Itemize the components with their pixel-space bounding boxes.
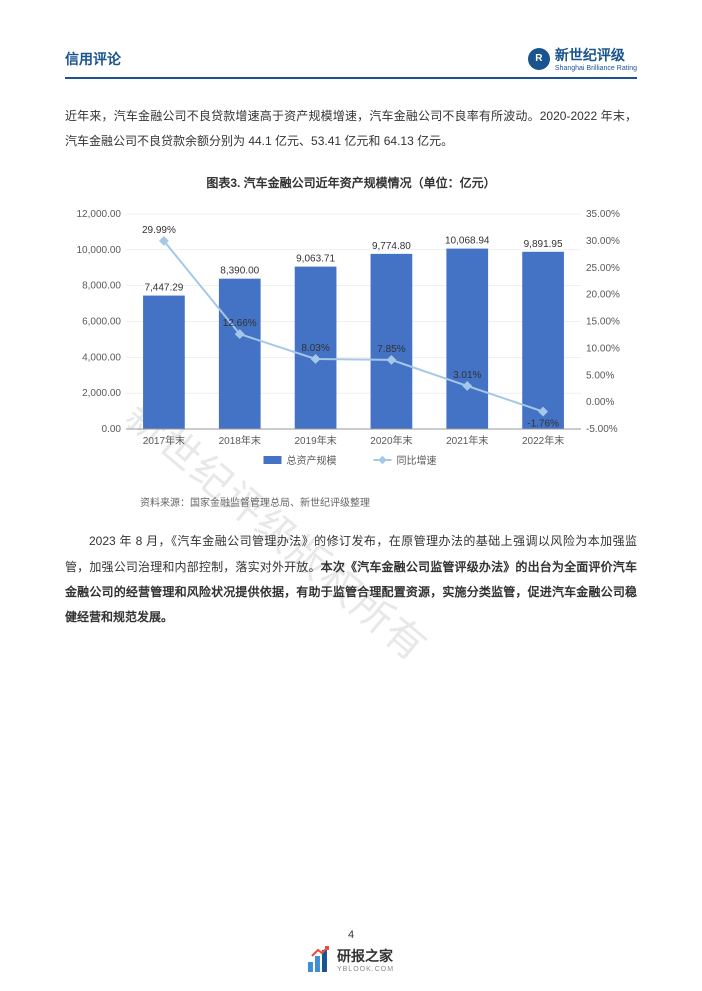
chart-source: 资料来源：国家金融监督管理总局、新世纪评级整理 — [140, 494, 637, 509]
header-divider — [65, 77, 637, 79]
footer-logo-zh: 研报之家 — [337, 946, 394, 966]
svg-text:2018年末: 2018年末 — [219, 434, 261, 447]
svg-text:7.85%: 7.85% — [377, 344, 405, 355]
chart-title: 图表3. 汽车金融公司近年资产规模情况（单位：亿元） — [65, 174, 637, 191]
svg-text:20.00%: 20.00% — [586, 290, 620, 301]
svg-text:8.03%: 8.03% — [301, 343, 329, 354]
chart-svg: 0.00 2,000.00 4,000.00 6,000.00 8,000.00 10,0… — [71, 199, 631, 479]
footer-logo: 研报之家 YBLOOK.COM — [308, 946, 394, 973]
svg-text:2021年末: 2021年末 — [446, 434, 488, 447]
paragraph-1: 近年来，汽车金融公司不良贷款增速高于资产规模增速，汽车金融公司不良率有所波动。2… — [65, 104, 637, 154]
footer-logo-en: YBLOOK.COM — [337, 966, 394, 973]
svg-text:8,000.00: 8,000.00 — [82, 281, 121, 292]
brand-name-zh: 新世纪评级 — [555, 45, 637, 65]
svg-text:10,000.00: 10,000.00 — [77, 245, 122, 256]
header-title: 信用评论 — [65, 49, 121, 69]
page-header: 信用评论 R 新世纪评级 Shanghai Brilliance Rating — [65, 45, 637, 72]
svg-text:30.00%: 30.00% — [586, 236, 620, 247]
paragraph-2: 2023 年 8 月，《汽车金融公司管理办法》的修订发布，在原管理办法的基础上强… — [65, 529, 637, 630]
brand-name-en: Shanghai Brilliance Rating — [555, 65, 637, 72]
svg-text:9,774.80: 9,774.80 — [372, 241, 411, 252]
svg-text:8,390.00: 8,390.00 — [220, 266, 259, 277]
svg-text:2022年末: 2022年末 — [522, 434, 564, 447]
svg-text:2017年末: 2017年末 — [143, 434, 185, 447]
svg-text:12.66%: 12.66% — [223, 318, 257, 329]
svg-text:35.00%: 35.00% — [586, 209, 620, 220]
svg-text:5.00%: 5.00% — [586, 371, 614, 382]
svg-text:25.00%: 25.00% — [586, 263, 620, 274]
asset-scale-chart: 0.00 2,000.00 4,000.00 6,000.00 8,000.00 10,0… — [71, 199, 631, 479]
svg-text:4,000.00: 4,000.00 — [82, 353, 121, 364]
svg-text:6,000.00: 6,000.00 — [82, 317, 121, 328]
svg-text:-5.00%: -5.00% — [586, 424, 618, 435]
svg-text:9,063.71: 9,063.71 — [296, 254, 335, 265]
svg-text:9,891.95: 9,891.95 — [524, 239, 563, 250]
svg-text:15.00%: 15.00% — [586, 317, 620, 328]
brand: R 新世纪评级 Shanghai Brilliance Rating — [528, 45, 637, 72]
svg-text:10.00%: 10.00% — [586, 344, 620, 355]
page-number: 4 — [348, 929, 354, 941]
svg-text:29.99%: 29.99% — [142, 225, 176, 236]
brand-logo-icon: R — [528, 48, 550, 70]
svg-text:2019年末: 2019年末 — [294, 434, 336, 447]
svg-text:7,447.29: 7,447.29 — [144, 283, 183, 294]
svg-text:2,000.00: 2,000.00 — [82, 389, 121, 400]
svg-text:总资产规模: 总资产规模 — [287, 454, 337, 467]
svg-text:2020年末: 2020年末 — [370, 434, 412, 447]
svg-text:-1.76%: -1.76% — [527, 419, 559, 430]
svg-text:12,000.00: 12,000.00 — [77, 209, 122, 220]
svg-text:0.00%: 0.00% — [586, 398, 614, 409]
svg-text:0.00: 0.00 — [102, 424, 122, 435]
footer-logo-icon — [308, 948, 332, 972]
svg-text:10,068.94: 10,068.94 — [445, 236, 490, 247]
svg-text:同比增速: 同比增速 — [397, 454, 437, 467]
svg-text:3.01%: 3.01% — [453, 370, 481, 381]
